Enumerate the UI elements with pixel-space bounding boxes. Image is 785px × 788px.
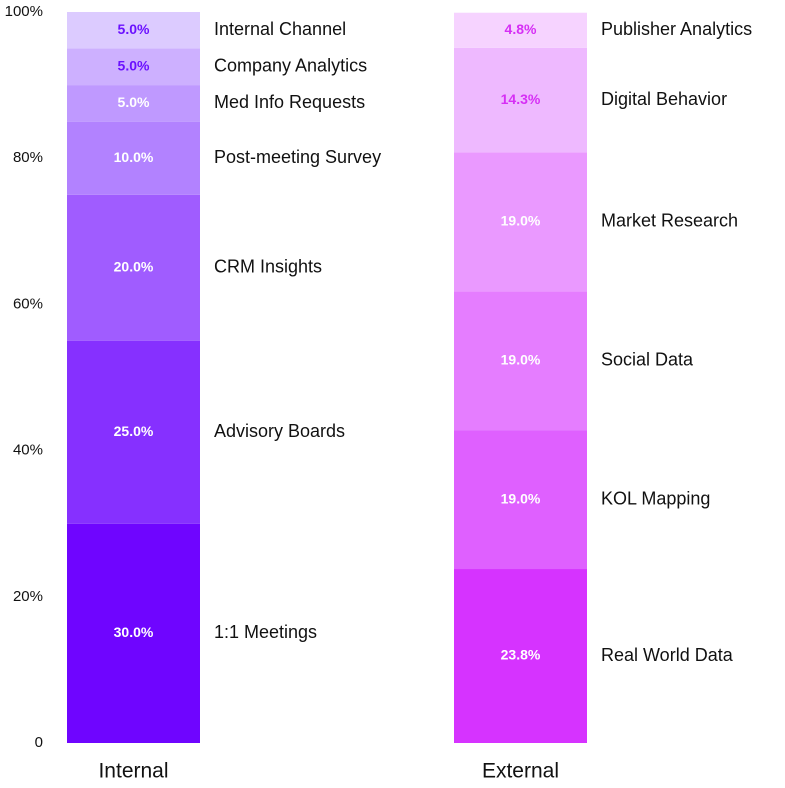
segment-label: KOL Mapping [601,488,710,508]
category-label: Internal [98,760,168,783]
bar-segment [67,523,200,743]
value-label: 10.0% [114,149,154,165]
value-label: 30.0% [114,624,154,640]
value-label: 5.0% [118,58,150,74]
segment-label: Internal Channel [214,19,346,39]
bar-segment [454,152,587,292]
segment-label: Publisher Analytics [601,19,752,39]
value-label: 4.8% [505,21,537,37]
y-tick-label: 100% [5,3,43,20]
bar-segment [67,48,200,86]
segment-label: CRM Insights [214,257,322,277]
segment-label: Post-meeting Survey [214,147,381,167]
segment-label: 1:1 Meetings [214,622,317,642]
bar-segment [454,569,587,743]
y-tick-label: 40% [13,442,43,459]
segment-label: Med Info Requests [214,92,365,112]
bar-segment [454,430,587,570]
value-label: 25.0% [114,423,154,439]
segment-label: Advisory Boards [214,421,345,441]
bar-segment [454,12,587,48]
y-tick-label: 60% [13,295,43,312]
segment-label: Social Data [601,349,694,369]
value-label: 19.0% [501,351,541,367]
value-label: 20.0% [114,259,154,275]
bar-segment [454,291,587,431]
value-label: 14.3% [501,91,541,107]
value-label: 19.0% [501,490,541,506]
category-label: External [482,760,559,783]
bar-segment [67,194,200,341]
segment-label: Company Analytics [214,56,367,76]
bar-segment [67,85,200,122]
bar-segment [454,47,587,153]
segment-label: Market Research [601,211,738,231]
y-tick-label: 80% [13,149,43,166]
value-label: 19.0% [501,213,541,229]
segment-label: Digital Behavior [601,89,727,109]
value-label: 23.8% [501,647,541,663]
y-tick-label: 20% [13,588,43,605]
bar-segment [67,340,200,524]
y-tick-label: 0 [35,734,43,751]
segment-label: Real World Data [601,645,734,665]
bar-segment [67,12,200,49]
value-label: 5.0% [118,94,150,110]
bar-segment [67,121,200,195]
value-label: 5.0% [118,21,150,37]
